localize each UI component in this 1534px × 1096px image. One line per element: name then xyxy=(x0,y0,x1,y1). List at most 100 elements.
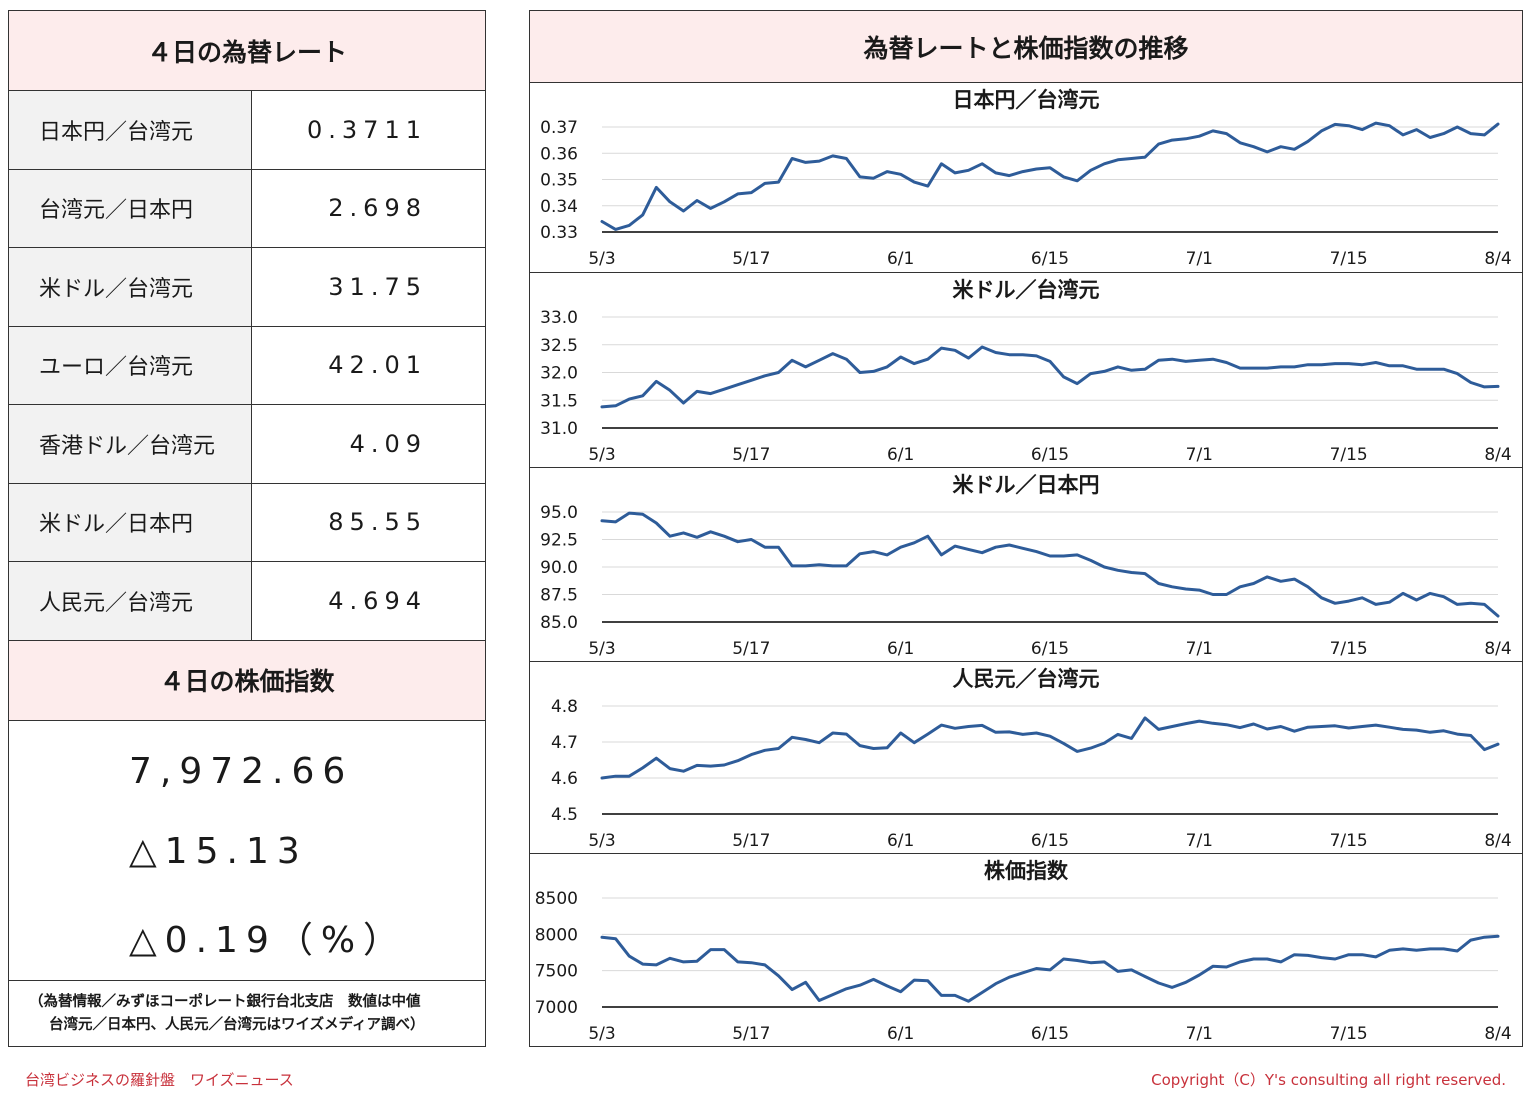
y-tick-label: 0.37 xyxy=(540,118,578,138)
stock-title: ４日の株価指数 xyxy=(9,640,485,721)
y-tick-label: 87.5 xyxy=(540,586,578,606)
x-tick-label: 6/1 xyxy=(887,1024,914,1044)
rate-value: 85.55 xyxy=(328,508,427,537)
x-tick-label: 6/15 xyxy=(1031,445,1069,465)
y-tick-label: 8000 xyxy=(535,925,578,945)
y-tick-label: 4.7 xyxy=(551,733,578,753)
x-tick-label: 7/1 xyxy=(1186,639,1213,659)
y-tick-label: 95.0 xyxy=(540,503,578,523)
y-tick-label: 92.5 xyxy=(540,531,578,551)
rate-value: 4.09 xyxy=(349,429,427,458)
rate-label: ユーロ／台湾元 xyxy=(9,326,252,404)
stock-box: 7,972.66 △15.13 △0.19（%） xyxy=(9,721,485,981)
chart-title: 米ドル／日本円 xyxy=(953,473,1100,497)
series-line xyxy=(600,511,1500,618)
y-tick-label: 0.34 xyxy=(540,197,578,217)
y-tick-label: 0.33 xyxy=(540,223,578,243)
footer-copyright: Copyright（C）Y's consulting all right res… xyxy=(1151,1071,1506,1089)
chart-title: 株価指数 xyxy=(984,859,1069,883)
chart-2: 米ドル／台湾元 31.0 31.5 32.0 32.5 33.0 5/3 5/17 6/1 6/1… xyxy=(530,272,1522,467)
x-tick-label: 7/15 xyxy=(1330,249,1368,269)
x-tick-label: 6/15 xyxy=(1031,1024,1069,1044)
rate-value: 2.698 xyxy=(328,194,427,223)
y-tick-label: 85.0 xyxy=(540,613,578,633)
source-note-line1: （為替情報／みずほコーポレート銀行台北支店 数値は中値 xyxy=(29,993,421,1010)
rate-value: 31.75 xyxy=(328,272,427,301)
x-tick-label: 7/1 xyxy=(1186,831,1213,851)
source-note: （為替情報／みずほコーポレート銀行台北支店 数値は中値 台湾元／日本円、人民元／… xyxy=(9,981,485,1037)
rate-label: 台湾元／日本円 xyxy=(9,169,252,247)
series-line xyxy=(600,121,1500,231)
rate-row: 日本円／台湾元 0.3711 xyxy=(9,91,485,170)
chart-title: 日本円／台湾元 xyxy=(953,88,1100,112)
rate-row: ユーロ／台湾元 42.01 xyxy=(9,326,485,405)
series-line xyxy=(600,934,1500,1003)
x-tick-label: 6/1 xyxy=(887,445,914,465)
rate-label: 米ドル／日本円 xyxy=(9,483,252,561)
x-tick-label: 8/4 xyxy=(1484,445,1511,465)
y-tick-label: 90.0 xyxy=(540,558,578,578)
source-note-line2: 台湾元／日本円、人民元／台湾元はワイズメディア調べ） xyxy=(49,1016,425,1033)
series-line xyxy=(600,345,1500,409)
rate-label: 米ドル／台湾元 xyxy=(9,248,252,326)
x-tick-label: 6/1 xyxy=(887,639,914,659)
rate-row: 米ドル／台湾元 31.75 xyxy=(9,248,485,327)
x-tick-label: 7/1 xyxy=(1186,249,1213,269)
chart-5: 株価指数 7000 7500 8000 8500 5/3 5/17 6/1 6/15 7/1 7/1… xyxy=(530,853,1522,1046)
y-tick-label: 33.0 xyxy=(540,308,578,328)
x-tick-label: 5/17 xyxy=(732,831,770,851)
y-tick-label: 4.8 xyxy=(551,697,578,717)
stock-value: 7,972.66 xyxy=(129,750,354,792)
x-tick-label: 7/15 xyxy=(1330,639,1368,659)
right-panel: 為替レートと株価指数の推移 日本円／台湾元 0.33 0.34 0.35 0.36 0.3… xyxy=(529,10,1523,1047)
x-tick-label: 5/3 xyxy=(588,249,615,269)
x-tick-label: 8/4 xyxy=(1484,249,1511,269)
charts-title: 為替レートと株価指数の推移 xyxy=(530,11,1522,83)
x-tick-label: 6/1 xyxy=(887,831,914,851)
x-tick-label: 8/4 xyxy=(1484,1024,1511,1044)
y-tick-label: 4.5 xyxy=(551,805,578,825)
rate-row: 台湾元／日本円 2.698 xyxy=(9,169,485,248)
y-tick-label: 32.5 xyxy=(540,336,578,356)
rate-label: 人民元／台湾元 xyxy=(9,562,252,640)
rate-row: 米ドル／日本円 85.55 xyxy=(9,483,485,562)
x-tick-label: 6/1 xyxy=(887,249,914,269)
rates-title: ４日の為替レート xyxy=(9,11,485,91)
left-panel: ４日の為替レート 日本円／台湾元 0.3711 台湾元／日本円 2.698 米ドル／台湾… xyxy=(8,10,486,1047)
rate-label: 日本円／台湾元 xyxy=(9,91,252,169)
y-tick-label: 31.5 xyxy=(540,391,578,411)
x-tick-label: 5/17 xyxy=(732,249,770,269)
footer-brand: 台湾ビジネスの羅針盤 ワイズニュース xyxy=(25,1071,294,1089)
rate-label: 香港ドル／台湾元 xyxy=(9,405,252,483)
rate-value: 0.3711 xyxy=(307,115,427,144)
chart-4: 人民元／台湾元 4.5 4.6 4.7 4.8 5/3 5/17 6/1 6/15 7/1 7/15… xyxy=(530,661,1522,853)
rate-value: 42.01 xyxy=(328,351,427,380)
x-tick-label: 8/4 xyxy=(1484,639,1511,659)
y-tick-label: 7000 xyxy=(535,998,578,1018)
x-tick-label: 5/3 xyxy=(588,1024,615,1044)
x-tick-label: 7/1 xyxy=(1186,1024,1213,1044)
rate-row: 香港ドル／台湾元 4.09 xyxy=(9,405,485,484)
chart-title: 米ドル／台湾元 xyxy=(953,278,1100,302)
chart-svg: 米ドル／台湾元 31.0 31.5 32.0 32.5 33.0 5/3 5/17 6/1 6/1… xyxy=(540,278,1512,465)
rate-table: 日本円／台湾元 0.3711 台湾元／日本円 2.698 米ドル／台湾元 31.75 ユーロ… xyxy=(9,91,485,641)
x-tick-label: 5/17 xyxy=(732,639,770,659)
y-tick-label: 7500 xyxy=(535,962,578,982)
chart-svg: 日本円／台湾元 0.33 0.34 0.35 0.36 0.37 5/3 5/17 6/1 6/1… xyxy=(540,88,1512,269)
x-tick-label: 6/15 xyxy=(1031,831,1069,851)
chart-title: 人民元／台湾元 xyxy=(953,667,1100,691)
y-tick-label: 4.6 xyxy=(551,769,578,789)
y-tick-label: 0.35 xyxy=(540,171,578,191)
y-tick-label: 32.0 xyxy=(540,364,578,384)
chart-svg: 米ドル／日本円 85.0 87.5 90.0 92.5 95.0 5/3 5/17 6/1 6/1… xyxy=(540,473,1512,659)
x-tick-label: 5/17 xyxy=(732,445,770,465)
x-tick-label: 7/15 xyxy=(1330,831,1368,851)
y-tick-label: 8500 xyxy=(535,889,578,909)
stock-change: △15.13 xyxy=(129,830,308,872)
chart-1: 日本円／台湾元 0.33 0.34 0.35 0.36 0.37 5/3 5/17 6/1 6/1… xyxy=(530,83,1522,272)
stock-change-pct: △0.19（%） xyxy=(129,919,408,961)
series-line xyxy=(600,716,1500,780)
rate-row: 人民元／台湾元 4.694 xyxy=(9,562,485,641)
x-tick-label: 6/15 xyxy=(1031,249,1069,269)
x-tick-label: 5/17 xyxy=(732,1024,770,1044)
